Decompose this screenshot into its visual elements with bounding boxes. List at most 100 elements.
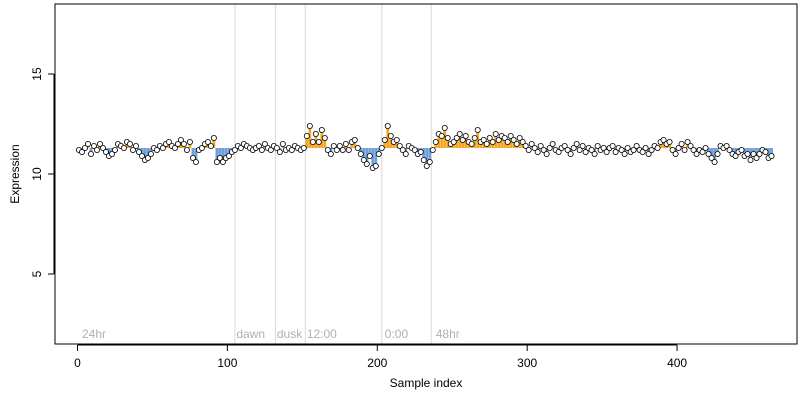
- x-tick-label: 300: [517, 356, 537, 370]
- data-point: [507, 132, 514, 139]
- data-point: [528, 140, 535, 147]
- annotation-label: 48hr: [436, 327, 460, 341]
- data-point: [216, 154, 223, 161]
- annotation-label: dawn: [236, 327, 265, 341]
- data-point: [591, 150, 598, 157]
- bar-above: [314, 134, 318, 148]
- data-point: [258, 146, 265, 153]
- data-point: [345, 146, 352, 153]
- annotation-label: 24hr: [82, 327, 106, 341]
- x-tick-label: 400: [667, 356, 687, 370]
- data-point: [459, 136, 466, 143]
- data-point: [144, 154, 151, 161]
- bar-above: [659, 142, 662, 148]
- x-tick-label: 0: [74, 356, 81, 370]
- x-axis: 0 100 200 300 400: [74, 344, 687, 370]
- bar-above: [311, 142, 315, 148]
- data-point: [642, 144, 649, 151]
- data-point: [279, 140, 286, 147]
- y-tick-label: 5: [30, 270, 44, 277]
- data-point: [537, 142, 544, 149]
- data-point: [723, 142, 730, 149]
- data-point: [624, 144, 631, 151]
- data-point: [576, 146, 583, 153]
- data-point: [705, 150, 712, 157]
- bar-above: [320, 130, 324, 148]
- bar-below: [569, 148, 573, 154]
- data-point: [711, 158, 718, 165]
- data-point: [492, 130, 499, 137]
- data-point: [303, 132, 310, 139]
- data-point: [483, 140, 490, 147]
- data-point: [306, 123, 313, 130]
- data-point: [300, 144, 307, 151]
- data-point: [204, 138, 211, 145]
- data-point: [621, 150, 628, 157]
- data-point: [363, 160, 370, 167]
- bar-below: [371, 148, 375, 168]
- bar-above: [473, 138, 477, 148]
- data-point: [618, 146, 625, 153]
- data-point: [423, 162, 430, 169]
- bar-above: [491, 142, 495, 148]
- bar-above: [188, 142, 192, 148]
- data-point: [738, 146, 745, 153]
- data-point: [501, 134, 508, 141]
- data-point: [174, 140, 181, 147]
- data-point: [210, 134, 217, 141]
- data-point: [180, 140, 187, 147]
- bar-below: [422, 148, 426, 160]
- data-point: [375, 150, 382, 157]
- vertical-markers: [234, 4, 432, 344]
- bar-below: [755, 148, 758, 158]
- data-point: [171, 144, 178, 151]
- bar-above: [494, 134, 498, 148]
- data-point: [327, 150, 334, 157]
- data-point: [324, 146, 331, 153]
- data-point: [189, 154, 196, 161]
- annotation-label: 0:00: [385, 327, 409, 341]
- bar-below: [713, 148, 716, 162]
- bar-below: [647, 148, 650, 154]
- data-point: [366, 152, 373, 159]
- y-axis-label: Expression: [8, 144, 22, 203]
- data-point: [147, 150, 154, 157]
- data-point: [360, 156, 367, 163]
- data-point: [111, 146, 118, 153]
- bar-below: [710, 148, 713, 158]
- data-point: [396, 142, 403, 149]
- bar-below: [218, 148, 222, 158]
- data-point: [516, 134, 523, 141]
- data-point: [678, 140, 685, 147]
- bar-below: [143, 148, 147, 160]
- data-point: [453, 134, 460, 141]
- bar-above: [461, 140, 465, 148]
- data-point: [480, 136, 487, 143]
- y-tick-label: 15: [30, 67, 44, 81]
- bar-above: [668, 142, 671, 148]
- data-point: [573, 140, 580, 147]
- data-point: [750, 150, 757, 157]
- plot-frame: [54, 3, 798, 345]
- bar-below: [404, 148, 408, 154]
- data-point: [351, 136, 358, 143]
- data-point: [159, 144, 166, 151]
- data-point: [567, 150, 574, 157]
- data-point: [693, 150, 700, 157]
- bar-above: [500, 136, 504, 148]
- data-point: [393, 136, 400, 143]
- data-point: [132, 142, 139, 149]
- bar-below: [695, 148, 698, 154]
- data-point: [78, 148, 85, 155]
- data-point: [756, 150, 763, 157]
- bar-above: [434, 142, 438, 148]
- bar-above: [323, 138, 327, 148]
- bar-below: [416, 148, 420, 154]
- bar-below: [731, 148, 734, 154]
- data-point: [450, 138, 457, 145]
- data-point: [675, 144, 682, 151]
- data-point: [219, 158, 226, 165]
- bar-below: [329, 148, 333, 154]
